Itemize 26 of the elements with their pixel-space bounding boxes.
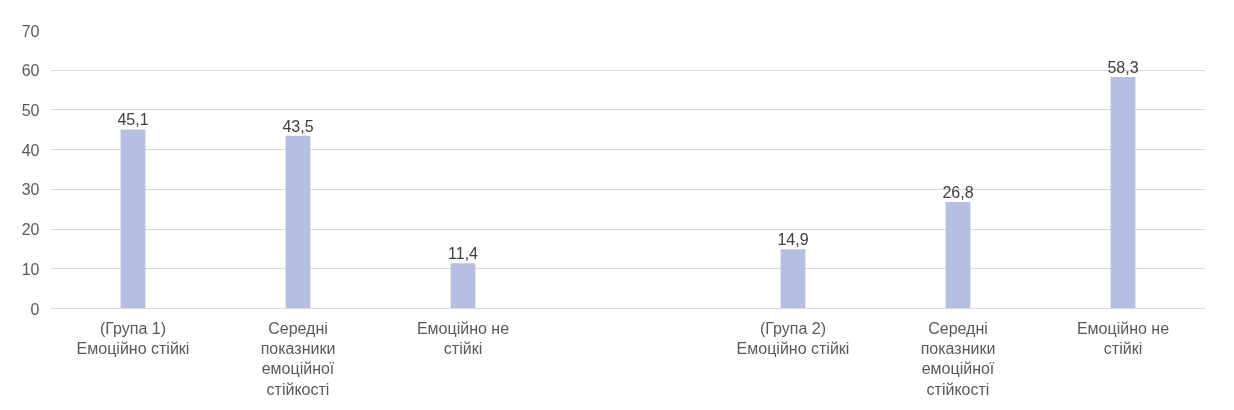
bar xyxy=(450,263,476,309)
x-tick-label: (Група 2) Емоційно стійкі xyxy=(736,319,850,357)
x-tick-label: Емоційно не стійкі xyxy=(1076,319,1170,357)
bar xyxy=(780,249,806,309)
x-tick-label: Емоційно не стійкі xyxy=(416,319,510,357)
y-tick-label: 60 xyxy=(21,62,40,80)
bar xyxy=(120,129,146,309)
data-label: 26,8 xyxy=(942,184,974,202)
bar xyxy=(1110,76,1136,309)
bar xyxy=(285,135,311,309)
y-tick-label: 20 xyxy=(21,221,40,239)
x-tick-label: (Група 1) Емоційно стійкі xyxy=(76,319,190,357)
x-tick-label: Середні показники емоційної стійкості xyxy=(920,319,996,398)
data-label: 45,1 xyxy=(117,111,149,129)
x-tick-label: Середні показники емоційної стійкості xyxy=(260,319,336,398)
y-tick-label: 30 xyxy=(21,181,40,199)
y-tick-label: 70 xyxy=(21,22,40,40)
bar xyxy=(945,202,971,309)
y-tick-label: 40 xyxy=(21,141,40,159)
y-tick-label: 10 xyxy=(21,260,40,278)
data-label: 58,3 xyxy=(1107,58,1139,76)
data-label: 14,9 xyxy=(777,231,809,249)
data-label: 11,4 xyxy=(448,245,479,263)
data-label: 43,5 xyxy=(282,117,314,135)
y-tick-label: 0 xyxy=(30,300,40,318)
y-tick-label: 50 xyxy=(21,101,40,119)
